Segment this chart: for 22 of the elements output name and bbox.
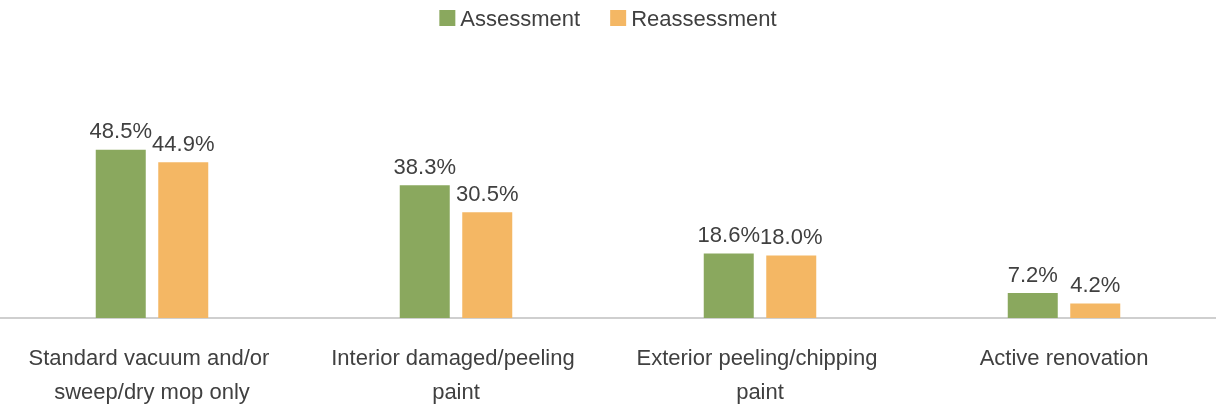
legend-label: Reassessment	[631, 5, 777, 31]
bar	[462, 212, 513, 318]
x-tick-label: Exterior peeling/chipping paint	[636, 344, 884, 404]
bar	[703, 253, 754, 318]
bar	[158, 162, 209, 318]
legend-label: Assessment	[460, 5, 581, 31]
data-label: 18.6%	[697, 222, 760, 248]
bar	[766, 255, 817, 318]
data-label: 4.2%	[1070, 271, 1121, 297]
data-label: 44.9%	[152, 130, 215, 156]
x-tick-label: Standard vacuum and/or sweep/dry mop only	[28, 344, 276, 404]
bar	[1007, 293, 1058, 318]
data-label: 48.5%	[89, 118, 152, 144]
data-label: 18.0%	[760, 224, 823, 250]
data-label: 7.2%	[1007, 261, 1058, 287]
bar	[399, 185, 450, 318]
bar	[95, 149, 146, 318]
bar	[1070, 303, 1121, 318]
data-label: 30.5%	[456, 180, 519, 206]
data-label: 38.3%	[393, 153, 456, 179]
x-tick-label: Active renovation	[979, 344, 1149, 370]
x-tick-label: Interior damaged/peeling paint	[331, 344, 581, 404]
